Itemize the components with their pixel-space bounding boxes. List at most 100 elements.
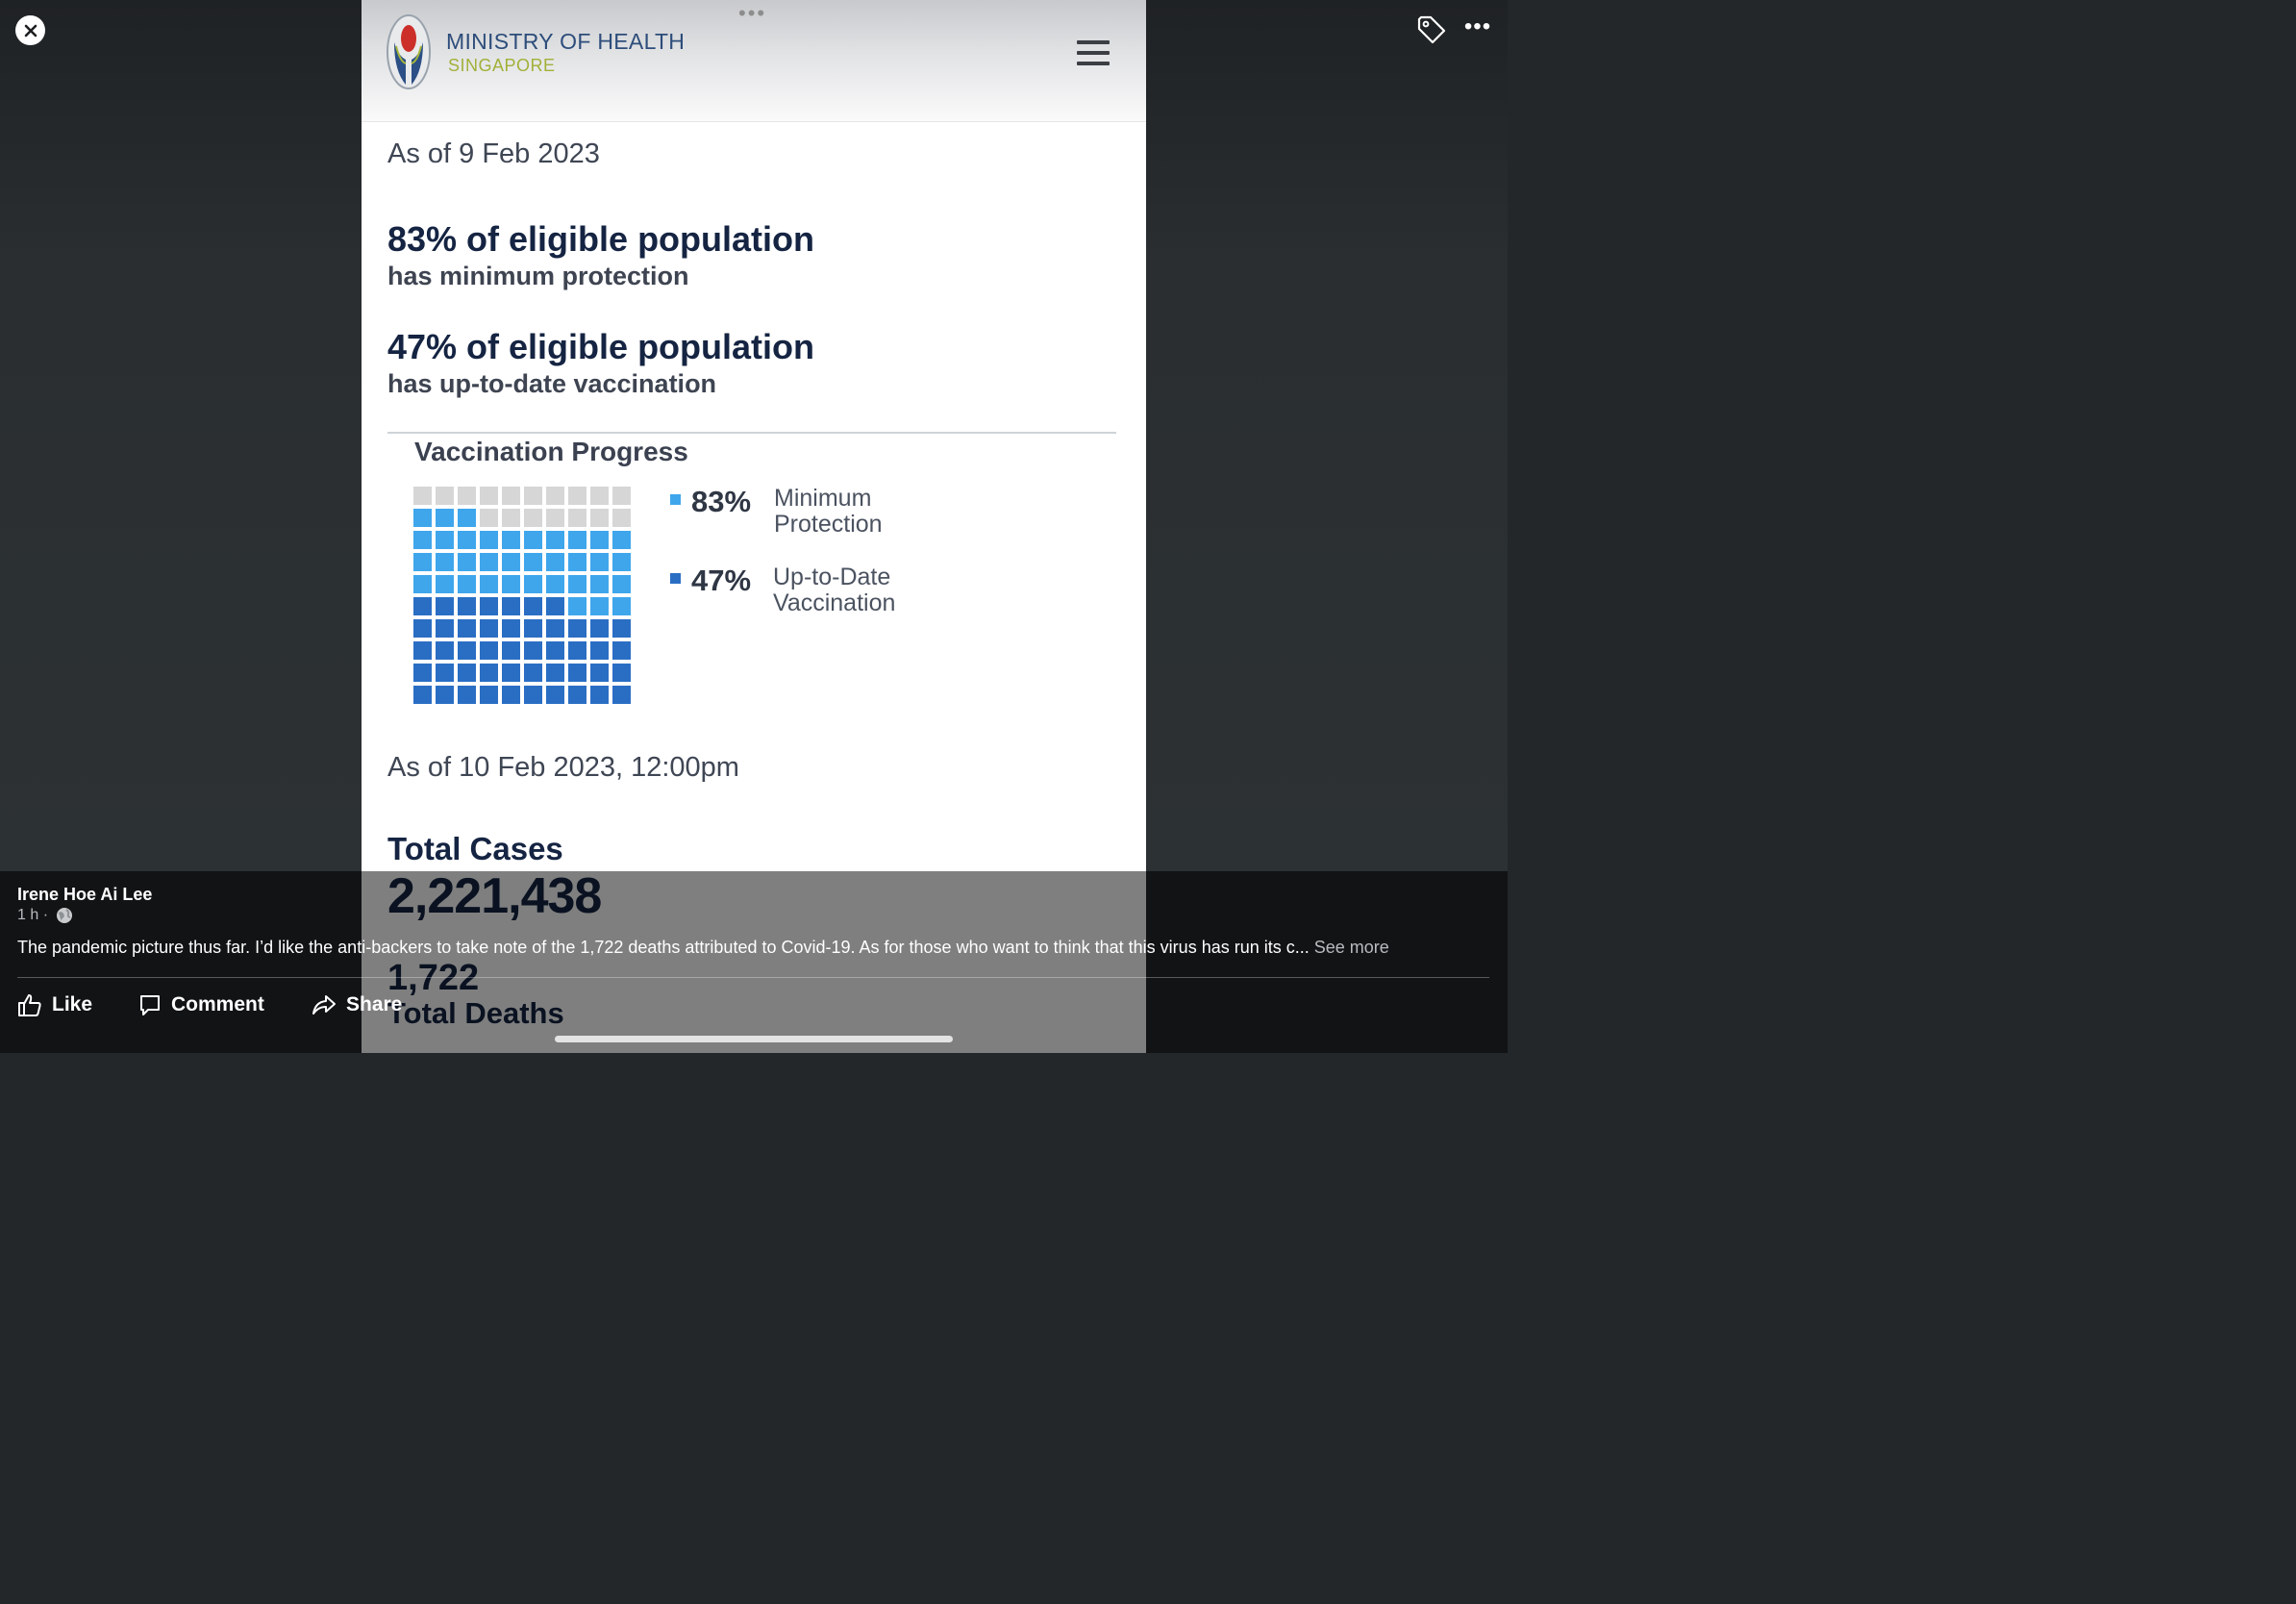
waffle-cell-up-to-date [568, 686, 586, 704]
waffle-cell-up-to-date [502, 641, 520, 660]
waffle-cell-up-to-date [480, 619, 498, 638]
waffle-cell-minimum-protection [590, 597, 609, 615]
post-timestamp[interactable]: 1 h · [17, 907, 48, 924]
waffle-cell-minimum-protection [502, 575, 520, 593]
org-country: SINGAPORE [448, 56, 556, 75]
post-time: 1 h [17, 907, 39, 923]
waffle-cell-empty [612, 487, 631, 505]
hamburger-menu-icon [1077, 40, 1110, 67]
stat-up-to-date-headline: 47% of eligible population [387, 327, 815, 366]
waffle-cell-minimum-protection [590, 531, 609, 549]
waffle-cell-minimum-protection [436, 553, 454, 571]
waffle-cell-minimum-protection [502, 531, 520, 549]
share-button[interactable]: Share [312, 989, 402, 1021]
waffle-cell-up-to-date [568, 641, 586, 660]
see-more-link[interactable]: See more [1313, 938, 1389, 957]
waffle-cell-up-to-date [568, 664, 586, 682]
photo-grip-dots[interactable]: ••• [738, 1, 767, 25]
caption-text: The pandemic picture thus far. I’d like … [17, 938, 1314, 957]
waffle-cell-up-to-date [590, 641, 609, 660]
waffle-cell-up-to-date [436, 664, 454, 682]
waffle-cell-up-to-date [458, 597, 476, 615]
waffle-cell-up-to-date [502, 664, 520, 682]
legend-line: Vaccination [773, 589, 896, 616]
waffle-cell-up-to-date [480, 686, 498, 704]
waffle-cell-up-to-date [612, 619, 631, 638]
legend-line: Up-to-Date [773, 564, 891, 590]
section-divider [387, 432, 1116, 434]
org-name: MINISTRY OF HEALTH [446, 29, 686, 54]
legend-line: Protection [774, 511, 883, 538]
more-options-button[interactable]: ••• [1463, 13, 1492, 39]
waffle-cell-up-to-date [612, 641, 631, 660]
thumbs-up-icon [18, 994, 41, 1016]
waffle-cell-up-to-date [480, 664, 498, 682]
backdrop-left [0, 0, 362, 871]
share-icon [312, 995, 336, 1015]
post-author[interactable]: Irene Hoe Ai Lee [17, 885, 153, 904]
waffle-cell-up-to-date [546, 597, 564, 615]
waffle-cell-minimum-protection [590, 553, 609, 571]
waffle-cell-minimum-protection [612, 597, 631, 615]
waffle-cell-minimum-protection [480, 575, 498, 593]
share-label: Share [346, 993, 403, 1015]
waffle-cell-empty [612, 509, 631, 527]
waffle-cell-up-to-date [458, 686, 476, 704]
data-date-cases: As of 10 Feb 2023, 12:00pm [387, 752, 739, 783]
waffle-cell-empty [480, 509, 498, 527]
waffle-cell-empty [546, 487, 564, 505]
waffle-cell-empty [568, 509, 586, 527]
waffle-cell-minimum-protection [546, 531, 564, 549]
like-button[interactable]: Like [17, 989, 92, 1021]
waffle-cell-up-to-date [546, 664, 564, 682]
like-label: Like [52, 993, 93, 1015]
waffle-cell-minimum-protection [436, 531, 454, 549]
waffle-cell-minimum-protection [413, 509, 432, 527]
waffle-cell-minimum-protection [436, 575, 454, 593]
legend-value-up-to-date: 47% [691, 564, 752, 597]
waffle-cell-minimum-protection [413, 575, 432, 593]
stat-minimum-protection-sub: has minimum protection [387, 262, 689, 290]
waffle-cell-minimum-protection [413, 553, 432, 571]
waffle-cell-minimum-protection [458, 531, 476, 549]
legend-swatch-minimum-protection [670, 494, 681, 505]
waffle-cell-up-to-date [612, 664, 631, 682]
waffle-cell-minimum-protection [458, 509, 476, 527]
waffle-cell-up-to-date [524, 664, 542, 682]
waffle-cell-empty [458, 487, 476, 505]
chart-title: Vaccination Progress [414, 437, 688, 466]
globe-icon [57, 908, 72, 923]
waffle-cell-up-to-date [413, 641, 432, 660]
waffle-cell-empty [546, 509, 564, 527]
waffle-cell-minimum-protection [546, 575, 564, 593]
waffle-cell-minimum-protection [458, 575, 476, 593]
waffle-cell-minimum-protection [524, 531, 542, 549]
waffle-cell-minimum-protection [436, 509, 454, 527]
comment-label: Comment [171, 993, 264, 1015]
post-caption: The pandemic picture thus far. I’d like … [17, 938, 1389, 958]
waffle-cell-up-to-date [436, 619, 454, 638]
waffle-cell-empty [502, 509, 520, 527]
legend-value-minimum-protection: 83% [691, 485, 752, 518]
waffle-cell-up-to-date [413, 664, 432, 682]
comment-button[interactable]: Comment [138, 989, 264, 1021]
waffle-cell-minimum-protection [524, 575, 542, 593]
waffle-cell-up-to-date [612, 686, 631, 704]
waffle-cell-minimum-protection [568, 553, 586, 571]
waffle-cell-minimum-protection [524, 553, 542, 571]
tag-icon[interactable] [1415, 13, 1448, 46]
waffle-cell-up-to-date [590, 619, 609, 638]
close-button[interactable] [15, 15, 45, 45]
waffle-cell-up-to-date [436, 641, 454, 660]
legend-label-up-to-date: Up-to-Date Vaccination [773, 564, 895, 616]
waffle-cell-up-to-date [590, 686, 609, 704]
waffle-cell-minimum-protection [480, 531, 498, 549]
home-indicator[interactable] [555, 1036, 953, 1042]
waffle-cell-up-to-date [546, 619, 564, 638]
waffle-chart [413, 487, 631, 704]
waffle-cell-up-to-date [502, 619, 520, 638]
waffle-cell-minimum-protection [458, 553, 476, 571]
total-cases-label: Total Cases [387, 831, 563, 866]
waffle-cell-minimum-protection [480, 553, 498, 571]
waffle-cell-minimum-protection [568, 597, 586, 615]
